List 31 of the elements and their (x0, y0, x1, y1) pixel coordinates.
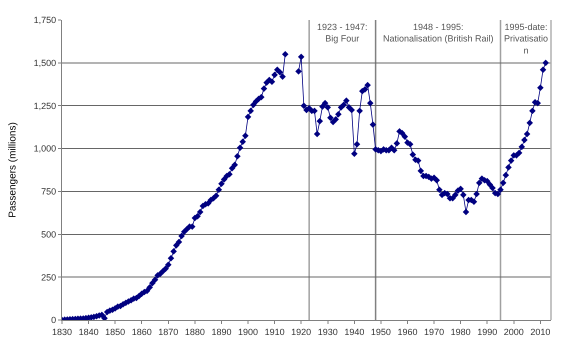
y-tick-label: 500 (41, 229, 56, 240)
y-tick-label: 750 (41, 186, 56, 197)
x-tick-label: 1970 (424, 326, 444, 337)
y-tick-label: 0 (51, 315, 56, 326)
x-tick-label: 2010 (530, 326, 550, 337)
y-tick-label: 1,000 (34, 144, 56, 154)
y-tick-label: 1,500 (34, 58, 56, 68)
x-tick-label: 1960 (397, 326, 418, 337)
x-tick-label: 2000 (504, 326, 524, 337)
x-tick-label: 1870 (158, 326, 178, 337)
ref-line-label: 1948 - 1995: Nationalisation (British Rail) (383, 22, 494, 44)
ref-line-label: 1995-date: Privatisatio n (504, 22, 548, 56)
x-tick-label: 1950 (370, 326, 391, 337)
x-tick-label: 1900 (238, 326, 258, 337)
x-tick-label: 1880 (184, 326, 205, 337)
x-tick-label: 1980 (450, 326, 471, 337)
x-tick-label: 1910 (264, 326, 285, 337)
y-tick-label: 250 (41, 272, 56, 282)
x-tick-label: 1990 (477, 326, 498, 337)
x-tick-label: 1890 (211, 326, 232, 337)
y-axis-title: Passengers (millions) (8, 122, 19, 218)
y-tick-label: 1,250 (34, 100, 56, 111)
x-tick-label: 1920 (291, 326, 312, 337)
x-tick-label: 1940 (344, 326, 364, 337)
x-tick-label: 1830 (52, 326, 72, 337)
ref-line-label: 1923 - 1947: Big Four (317, 22, 368, 44)
y-tick-label: 1,750 (34, 15, 56, 26)
x-tick-label: 1930 (318, 326, 338, 337)
x-tick-label: 1860 (132, 326, 152, 337)
x-tick-label: 1840 (78, 326, 99, 337)
x-tick-label: 1850 (105, 326, 126, 337)
